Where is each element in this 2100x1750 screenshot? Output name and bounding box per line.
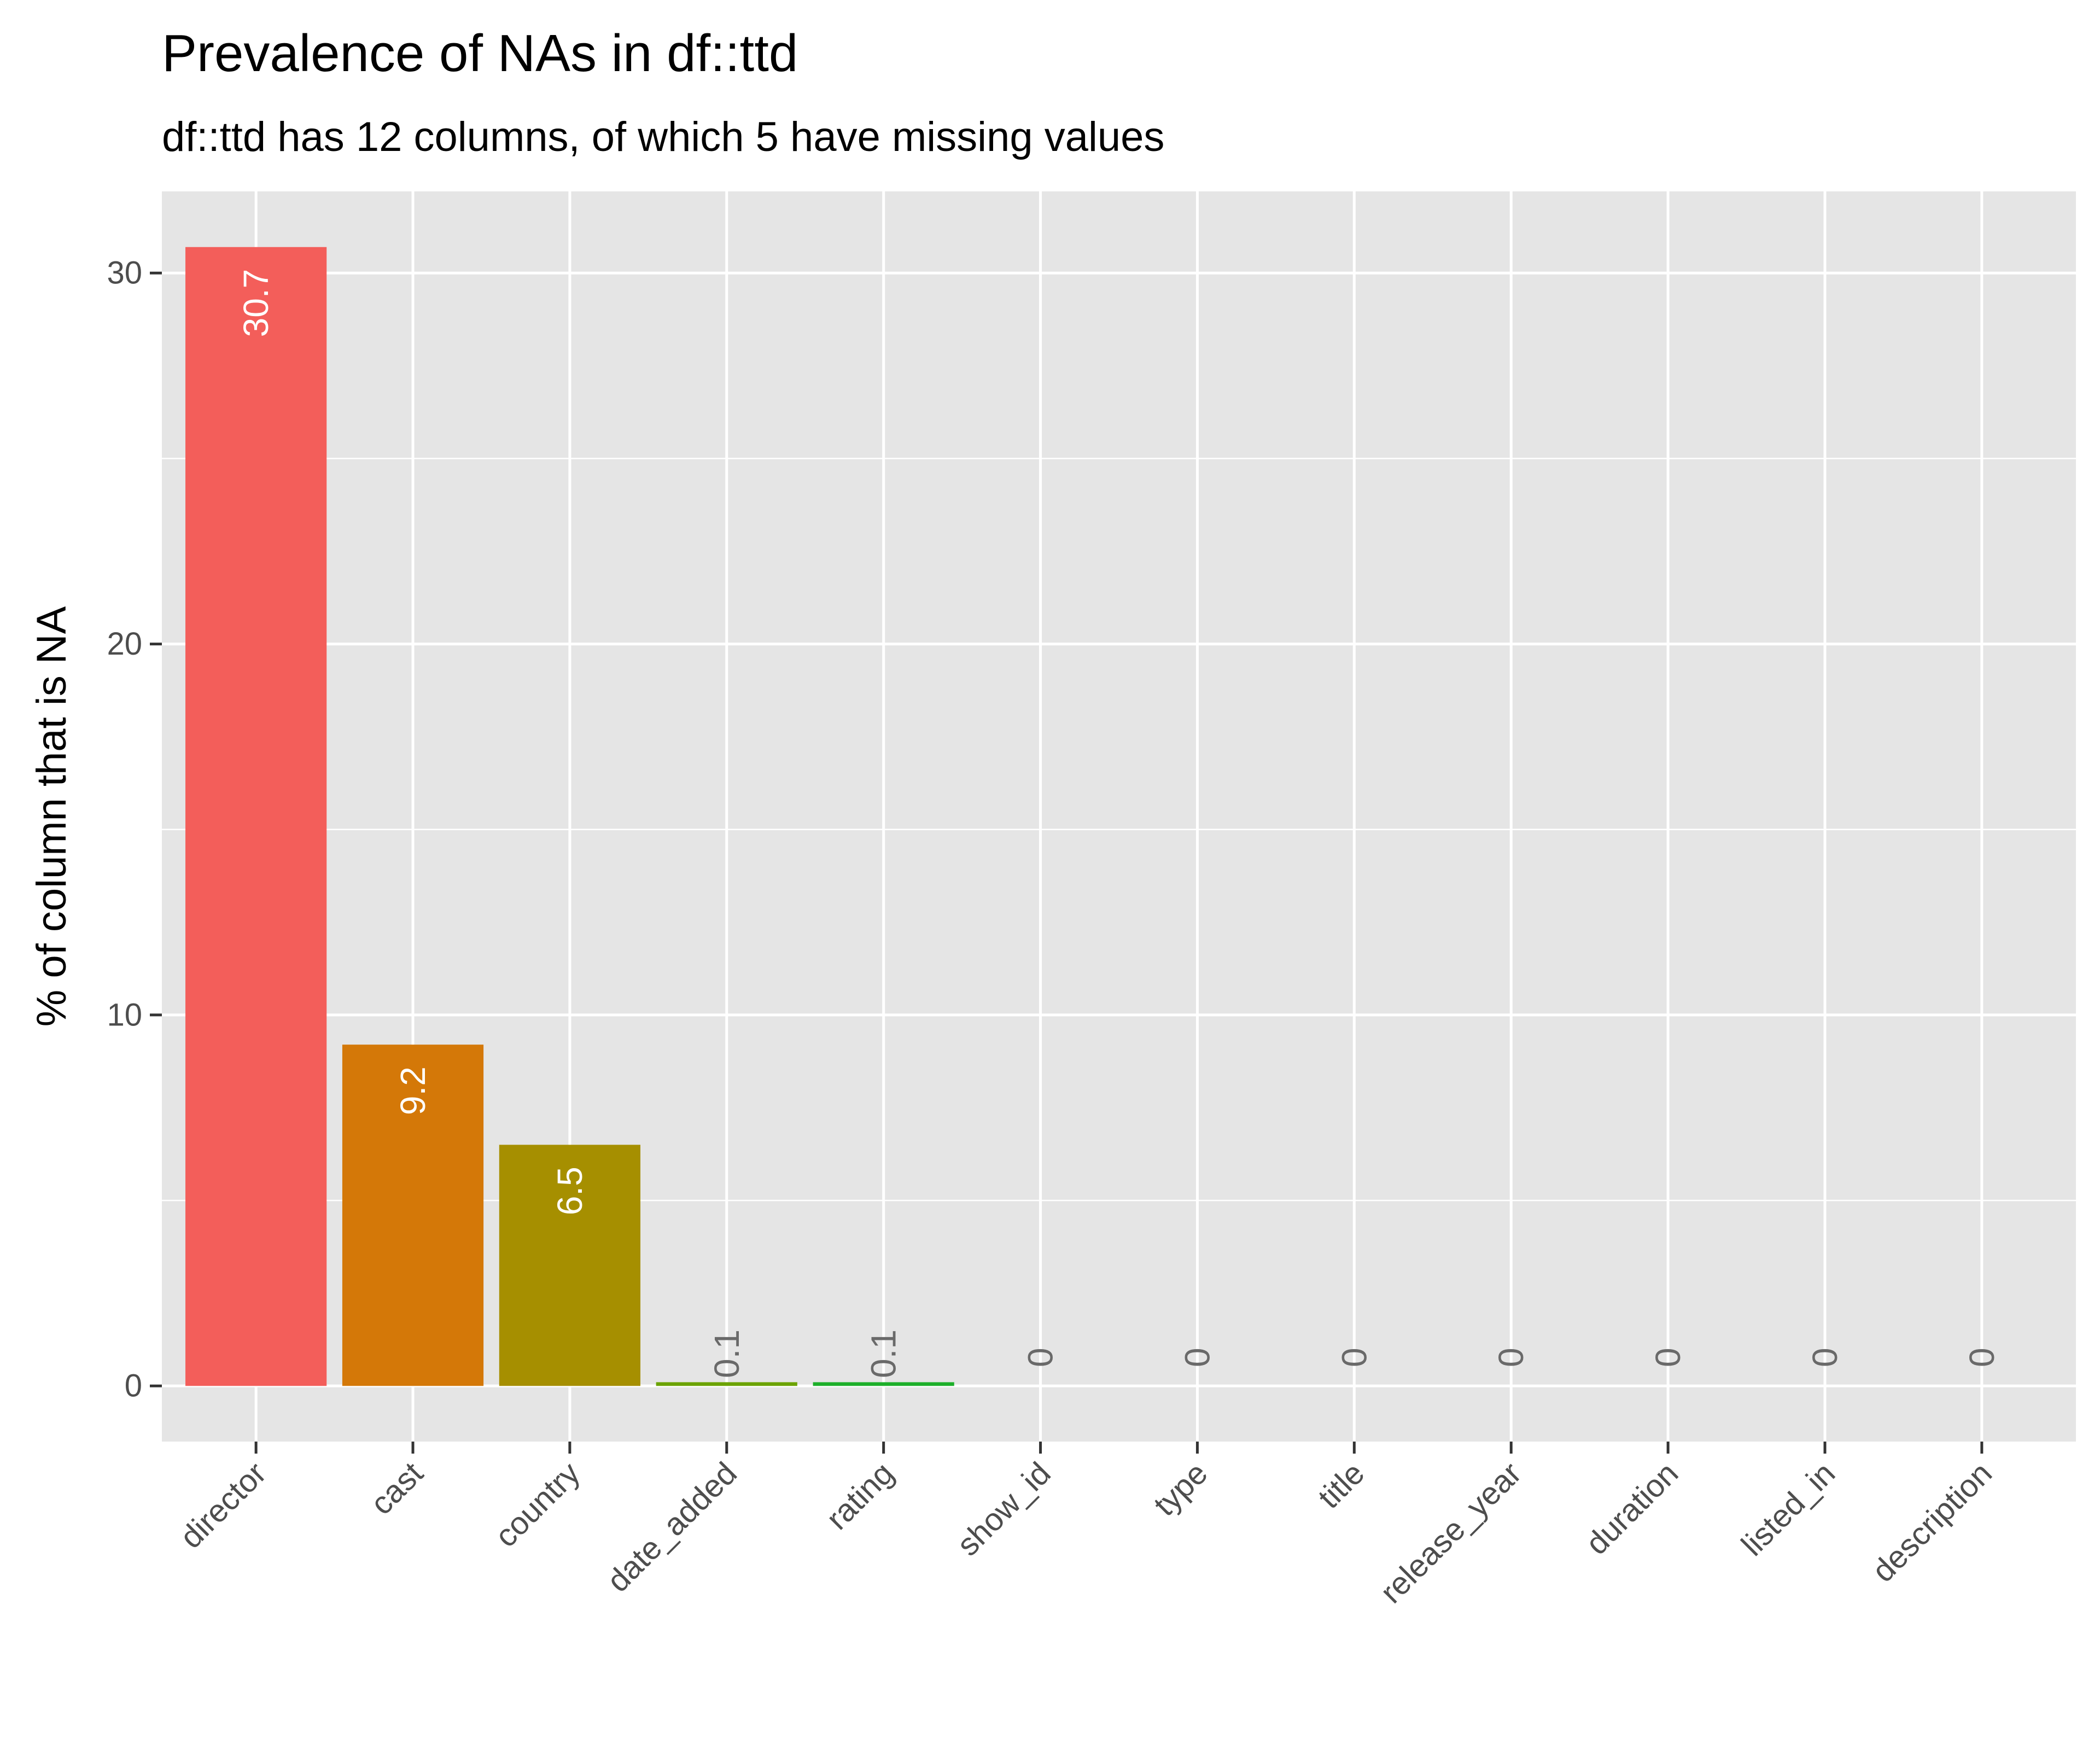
y-tick-label: 0 <box>125 1368 142 1404</box>
data-label: 6.5 <box>550 1166 590 1215</box>
bar <box>185 247 327 1386</box>
chart-title: Prevalence of NAs in df::ttd <box>162 24 798 83</box>
x-tick-label: country <box>488 1455 587 1554</box>
x-tick-label: duration <box>1579 1455 1685 1561</box>
data-label: 0.1 <box>707 1329 746 1378</box>
data-labels: 30.7 9.2 6.5 0.1 0.1 0 0 0 0 0 0 0 <box>236 269 2002 1378</box>
x-tick-label: cast <box>364 1455 430 1521</box>
bar <box>342 1045 484 1386</box>
y-tick-label: 30 <box>107 255 142 291</box>
data-label: 0 <box>1177 1348 1217 1367</box>
x-tick-label: title <box>1311 1455 1372 1515</box>
x-tick-label: release_year <box>1373 1455 1528 1610</box>
x-tick-label: description <box>1865 1455 1999 1589</box>
data-label: 0 <box>1491 1348 1531 1367</box>
data-label: 30.7 <box>236 269 276 337</box>
data-label: 0 <box>1334 1348 1374 1367</box>
x-tick-label: director <box>173 1455 273 1555</box>
x-tick-label: show_id <box>950 1455 1057 1562</box>
x-tick-label: type <box>1147 1455 1214 1522</box>
y-axis: 0 10 20 30 <box>107 255 162 1404</box>
bar <box>499 1145 640 1386</box>
y-axis-label: % of column that is NA <box>28 606 75 1026</box>
x-tick-label: date_added <box>600 1455 744 1599</box>
data-label: 0 <box>1648 1348 1688 1367</box>
data-label: 0.1 <box>864 1329 903 1378</box>
data-label: 0 <box>1962 1348 2002 1367</box>
bars <box>185 247 954 1386</box>
bar <box>813 1382 954 1386</box>
data-label: 0 <box>1805 1348 1845 1367</box>
y-tick-label: 10 <box>107 997 142 1032</box>
data-label: 0 <box>1021 1348 1060 1367</box>
x-axis: director cast country date_added rating show_… <box>173 1442 1999 1610</box>
chart-subtitle: df::ttd has 12 columns, of which 5 have … <box>162 114 1164 160</box>
y-tick-label: 20 <box>107 626 142 662</box>
bar <box>656 1382 797 1386</box>
data-label: 9.2 <box>393 1066 433 1115</box>
x-tick-label: listed_in <box>1735 1455 1842 1562</box>
x-tick-label: rating <box>819 1455 901 1537</box>
